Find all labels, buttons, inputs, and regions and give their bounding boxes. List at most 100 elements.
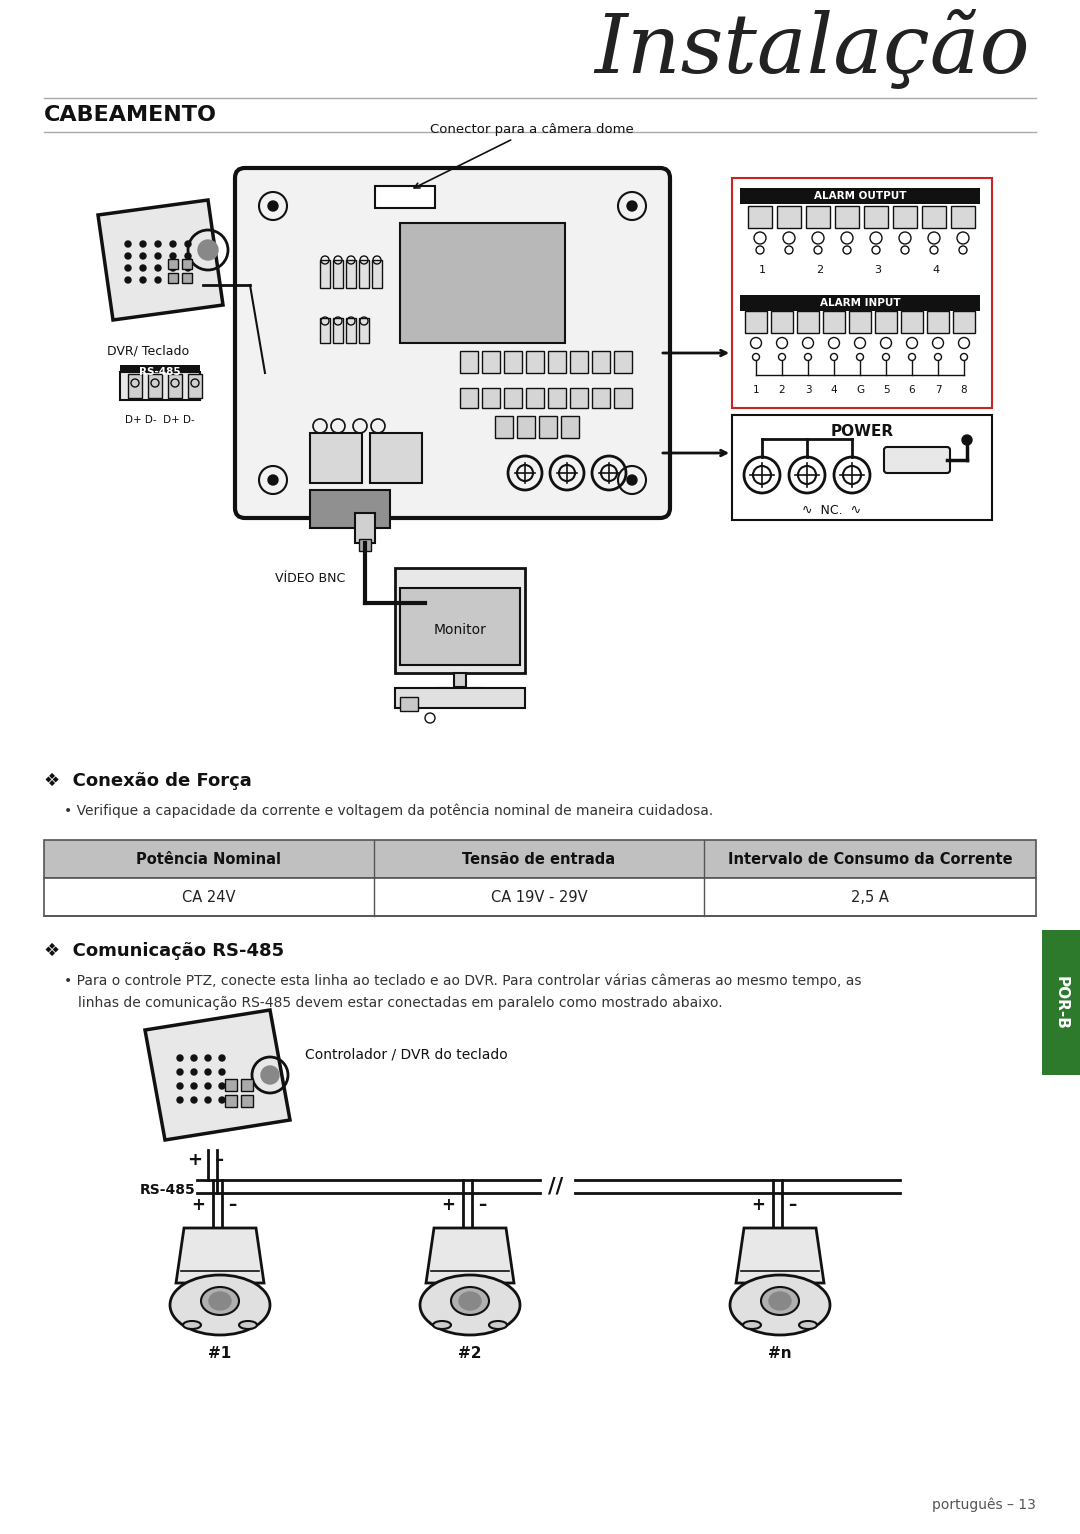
Bar [797, 311, 819, 333]
Bar [745, 311, 767, 333]
Circle shape [140, 253, 146, 259]
Bar [517, 416, 535, 439]
Text: #1: #1 [208, 1345, 231, 1361]
Text: POR-B: POR-B [1053, 976, 1068, 1029]
Circle shape [191, 1097, 197, 1103]
Bar [732, 416, 993, 520]
Text: linhas de comunicação RS-485 devem estar conectadas em paralelo como mostrado ab: linhas de comunicação RS-485 devem estar… [78, 996, 723, 1009]
Circle shape [219, 1097, 225, 1103]
Circle shape [177, 1097, 183, 1103]
Ellipse shape [183, 1321, 201, 1328]
Text: 2: 2 [779, 385, 785, 394]
Text: 1: 1 [758, 265, 766, 275]
Circle shape [156, 278, 161, 282]
Text: ALARM INPUT: ALARM INPUT [820, 298, 901, 308]
Bar [740, 189, 980, 204]
Bar [592, 388, 610, 408]
Bar [120, 373, 200, 400]
Text: 1: 1 [753, 385, 759, 394]
Bar [359, 259, 369, 288]
Bar [320, 318, 330, 344]
Ellipse shape [769, 1292, 791, 1310]
Bar [395, 568, 525, 673]
Circle shape [219, 1083, 225, 1089]
Text: +: + [191, 1197, 205, 1213]
Text: CA 19V - 29V: CA 19V - 29V [490, 890, 588, 905]
Bar [333, 259, 343, 288]
Bar [188, 374, 202, 397]
Bar [864, 206, 888, 229]
Bar [310, 489, 390, 528]
Text: Conector para a câmera dome: Conector para a câmera dome [414, 123, 634, 189]
Ellipse shape [459, 1292, 481, 1310]
Circle shape [125, 265, 131, 272]
Text: –: – [228, 1197, 237, 1213]
Ellipse shape [451, 1287, 489, 1315]
Bar [370, 433, 422, 483]
Bar [400, 588, 519, 666]
Circle shape [219, 1055, 225, 1062]
Text: Tensão de entrada: Tensão de entrada [462, 851, 616, 867]
Circle shape [627, 201, 637, 212]
Bar [44, 841, 1036, 877]
Bar [400, 696, 418, 710]
Bar [922, 206, 946, 229]
Circle shape [268, 201, 278, 212]
Text: português – 13: português – 13 [932, 1497, 1036, 1513]
Ellipse shape [170, 1275, 270, 1335]
Text: ❖  Conexão de Força: ❖ Conexão de Força [44, 772, 252, 790]
Text: +: + [751, 1197, 765, 1213]
Bar [953, 311, 975, 333]
Circle shape [156, 241, 161, 247]
Circle shape [191, 1069, 197, 1075]
Bar [504, 388, 522, 408]
Bar [570, 351, 588, 373]
Bar [359, 538, 372, 551]
Bar [526, 388, 544, 408]
Text: DVR/ Teclado: DVR/ Teclado [107, 345, 189, 357]
Bar [183, 259, 192, 268]
Ellipse shape [489, 1321, 507, 1328]
Text: 2,5 A: 2,5 A [851, 890, 889, 905]
Circle shape [962, 436, 972, 445]
Bar [504, 351, 522, 373]
Bar [454, 673, 465, 687]
Bar [225, 1078, 237, 1091]
Text: 4: 4 [932, 265, 940, 275]
Text: CABEAMENTO: CABEAMENTO [44, 104, 217, 124]
Bar [168, 259, 178, 268]
Bar [168, 374, 183, 397]
Text: ∿  NC.  ∿: ∿ NC. ∿ [802, 503, 862, 517]
Circle shape [140, 241, 146, 247]
Circle shape [125, 241, 131, 247]
Bar [482, 388, 500, 408]
Bar [460, 351, 478, 373]
Text: VÍDEO BNC: VÍDEO BNC [274, 572, 345, 584]
Circle shape [140, 265, 146, 272]
Ellipse shape [433, 1321, 451, 1328]
Ellipse shape [201, 1287, 239, 1315]
Circle shape [170, 253, 176, 259]
Circle shape [177, 1069, 183, 1075]
Text: +: + [441, 1197, 455, 1213]
Circle shape [191, 1083, 197, 1089]
Text: 3: 3 [805, 385, 811, 394]
Text: #2: #2 [458, 1345, 482, 1361]
Circle shape [198, 239, 218, 259]
Bar [438, 689, 482, 698]
Bar [951, 206, 975, 229]
Ellipse shape [730, 1275, 831, 1335]
Bar [375, 186, 435, 209]
Bar [359, 318, 369, 344]
Ellipse shape [743, 1321, 761, 1328]
Text: #n: #n [768, 1345, 792, 1361]
Bar [806, 206, 831, 229]
Bar [901, 311, 923, 333]
Bar [740, 295, 980, 311]
Bar [320, 259, 330, 288]
Bar [893, 206, 917, 229]
Bar [482, 351, 500, 373]
Bar [120, 365, 200, 379]
Text: –: – [477, 1197, 486, 1213]
Text: Controlador / DVR do teclado: Controlador / DVR do teclado [305, 1048, 508, 1062]
